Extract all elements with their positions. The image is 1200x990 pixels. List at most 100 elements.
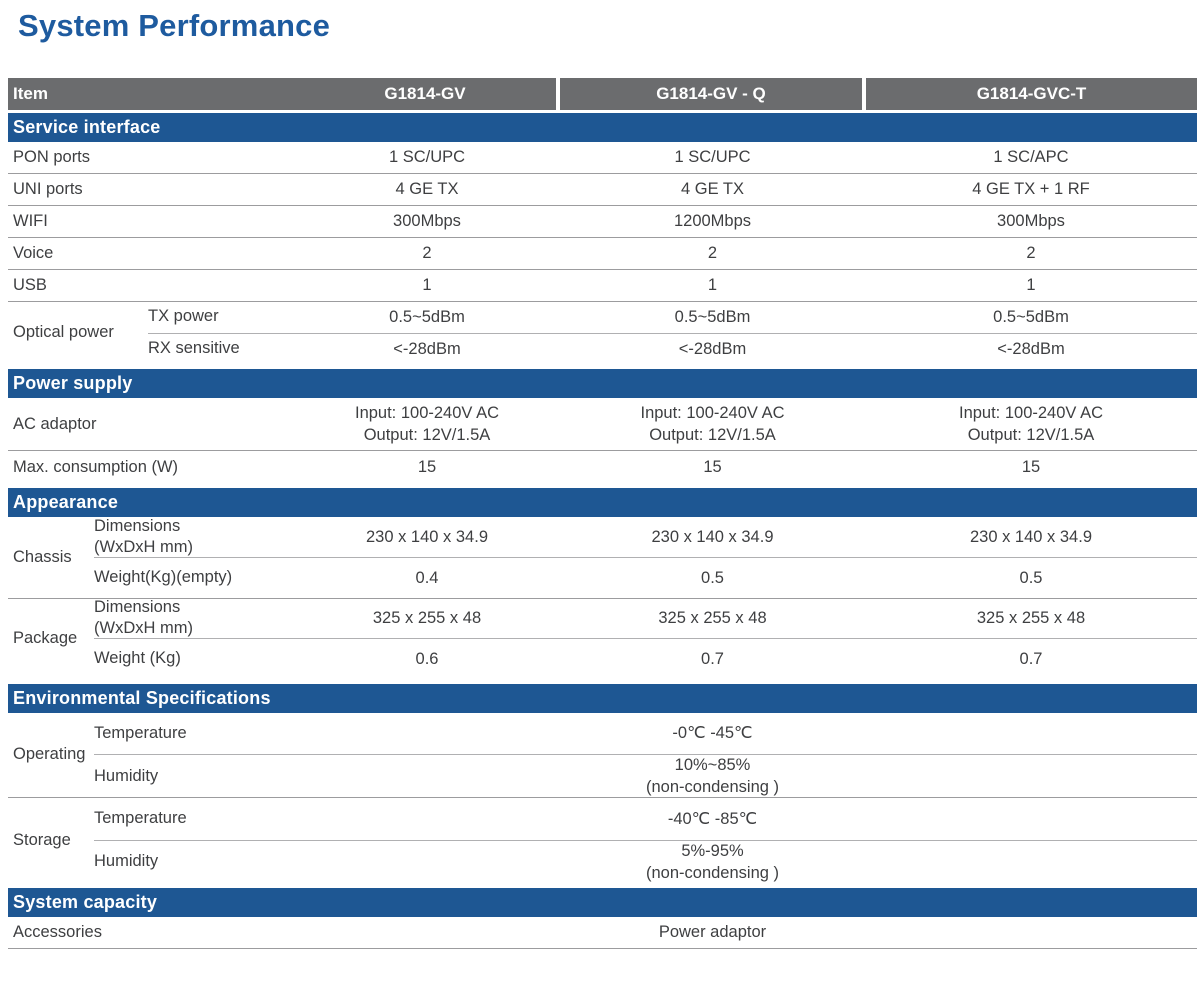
cell-value: 1 SC/UPC bbox=[674, 148, 751, 166]
section-header: Environmental Specifications bbox=[8, 683, 1197, 713]
cell-value: 0.5 bbox=[701, 568, 724, 587]
cell-spacer bbox=[865, 928, 1197, 936]
cell-spacer bbox=[865, 772, 1197, 780]
table-subrow: RX sensitive <-28dBm <-28dBm <-28dBm bbox=[148, 332, 1197, 364]
cell-value: 0.7 bbox=[701, 649, 724, 668]
cell-value: 4 GE TX bbox=[395, 180, 459, 198]
section-title: Appearance bbox=[13, 492, 119, 513]
table-subrow: Temperature -0℃ -45℃ bbox=[94, 713, 1197, 755]
row-label: UNI ports bbox=[13, 179, 83, 198]
section-header: System capacity bbox=[8, 887, 1197, 917]
cell-value: 325 x 255 x 48 bbox=[658, 609, 767, 628]
table-subrow: Weight(Kg)(empty) 0.4 0.5 0.5 bbox=[94, 557, 1197, 598]
cell-value: 300Mbps bbox=[393, 212, 461, 230]
cell-value: 0.4 bbox=[415, 568, 439, 587]
table-subrow: Weight (Kg) 0.6 0.7 0.7 bbox=[94, 638, 1197, 679]
header-cell-item-and-model1: Item G1814-GV bbox=[8, 77, 556, 110]
section-header: Power supply bbox=[8, 368, 1197, 398]
cell-value: Input: 100-240V AC Output: 12V/1.5A bbox=[354, 403, 500, 445]
cell-value: 230 x 140 x 34.9 bbox=[365, 528, 488, 547]
header-col-model-2: G1814-GV - Q bbox=[560, 77, 862, 110]
group-body: TX power 0.5~5dBm 0.5~5dBm 0.5~5dBm RX sensi… bbox=[148, 302, 1197, 364]
cell-value: 0.5~5dBm bbox=[389, 308, 465, 326]
cell-value: 2 bbox=[1026, 244, 1036, 262]
cell-value-span: 10%~85% (non-condensing ) bbox=[646, 756, 779, 797]
section-title: System capacity bbox=[13, 891, 158, 912]
cell-value: 15 bbox=[703, 458, 722, 477]
table-row: Accessories Power adaptor bbox=[8, 917, 1197, 949]
row-sublabel: Humidity bbox=[94, 852, 159, 871]
section-header: Service interface bbox=[8, 112, 1197, 142]
group-label: Storage bbox=[13, 831, 71, 850]
cell-value: <-28dBm bbox=[678, 339, 747, 358]
cell-value: 1 bbox=[422, 276, 432, 294]
header-col-model-1: G1814-GV bbox=[384, 83, 466, 103]
table-row: UNI ports 4 GE TX 4 GE TX 4 GE TX + 1 RF bbox=[8, 174, 1197, 206]
row-label: WIFI bbox=[13, 211, 48, 230]
cell-value-span: 5%-95% (non-condensing ) bbox=[646, 841, 779, 882]
cell-spacer bbox=[865, 815, 1197, 823]
group-body: Dimensions (WxDxH mm) 230 x 140 x 34.9 230… bbox=[94, 517, 1197, 597]
row-sublabel: Weight (Kg) bbox=[94, 649, 181, 668]
row-sublabel: RX sensitive bbox=[148, 339, 240, 358]
cell-spacer bbox=[294, 730, 560, 738]
cell-value: 1 bbox=[707, 276, 718, 294]
table-header-row: Item G1814-GV G1814-GV - Q G1814-GVC-T bbox=[8, 77, 1197, 110]
header-col-model-3: G1814-GVC-T bbox=[866, 77, 1197, 110]
row-label: Accessories bbox=[13, 922, 102, 941]
row-sublabel: Temperature bbox=[94, 809, 187, 828]
table-row: PON ports 1 SC/UPC 1 SC/UPC 1 SC/APC bbox=[8, 142, 1197, 174]
spec-table: Item G1814-GV G1814-GV - Q G1814-GVC-T S… bbox=[8, 77, 1197, 949]
cell-value: 1200Mbps bbox=[673, 212, 752, 230]
cell-spacer bbox=[294, 815, 560, 823]
cell-value: 15 bbox=[1021, 458, 1041, 477]
group-label: Optical power bbox=[13, 323, 114, 342]
cell-spacer bbox=[294, 858, 560, 866]
cell-value: 1 SC/UPC bbox=[388, 148, 466, 166]
cell-spacer bbox=[294, 928, 560, 936]
page-title: System Performance bbox=[18, 8, 331, 43]
table-row: USB 1 1 1 bbox=[8, 270, 1197, 302]
table-subrow: Humidity 10%~85% (non-condensing ) bbox=[94, 754, 1197, 797]
cell-value: 300Mbps bbox=[997, 212, 1065, 230]
section-header: Appearance bbox=[8, 488, 1197, 518]
table-subrow: Humidity 5%-95% (non-condensing ) bbox=[94, 840, 1197, 883]
cell-value: 0.7 bbox=[1019, 649, 1043, 668]
row-sublabel: Dimensions (WxDxH mm) bbox=[94, 516, 193, 557]
section-title: Environmental Specifications bbox=[13, 687, 271, 708]
group-body: Temperature -40℃ -85℃ Humidity 5%-95% (non-… bbox=[94, 798, 1197, 883]
cell-spacer bbox=[865, 730, 1197, 738]
table-subrow: TX power 0.5~5dBm 0.5~5dBm 0.5~5dBm bbox=[148, 302, 1197, 333]
cell-value: 230 x 140 x 34.9 bbox=[969, 528, 1092, 547]
table-group-row: Package Dimensions (WxDxH mm) 325 x 255 x … bbox=[8, 598, 1197, 679]
cell-value: 0.5 bbox=[1019, 568, 1043, 587]
cell-value-span: -40℃ -85℃ bbox=[667, 810, 758, 828]
row-sublabel: Humidity bbox=[94, 766, 159, 785]
cell-value: 230 x 140 x 34.9 bbox=[651, 528, 774, 547]
table-group-row: Storage Temperature -40℃ -85℃ Humidity 5%-95… bbox=[8, 798, 1197, 883]
row-label: USB bbox=[13, 275, 47, 294]
table-row: AC adaptor Input: 100-240V AC Output: 12V… bbox=[8, 398, 1197, 452]
row-sublabel: Dimensions (WxDxH mm) bbox=[94, 597, 193, 638]
cell-value: Input: 100-240V AC Output: 12V/1.5A bbox=[640, 403, 785, 445]
cell-value: 15 bbox=[417, 458, 437, 477]
table-subrow: Temperature -40℃ -85℃ bbox=[94, 798, 1197, 840]
table-subrow: Dimensions (WxDxH mm) 230 x 140 x 34.9 230… bbox=[94, 517, 1197, 557]
row-sublabel: TX power bbox=[148, 307, 219, 326]
cell-value: 1 SC/APC bbox=[993, 148, 1069, 166]
group-body: Dimensions (WxDxH mm) 325 x 255 x 48 325 x… bbox=[94, 598, 1197, 679]
cell-value: <-28dBm bbox=[997, 339, 1065, 358]
cell-value: 0.5~5dBm bbox=[993, 308, 1069, 326]
section-title: Service interface bbox=[13, 116, 161, 137]
group-body: Temperature -0℃ -45℃ Humidity 10%~85% (non-… bbox=[94, 713, 1197, 798]
table-body: Service interface PON ports 1 SC/UPC 1 SC/U… bbox=[8, 112, 1197, 949]
table-row: Max. consumption (W) 15 15 15 bbox=[8, 451, 1197, 483]
cell-value: 2 bbox=[707, 244, 718, 262]
cell-value: 325 x 255 x 48 bbox=[976, 609, 1086, 628]
header-item-label: Item bbox=[13, 83, 48, 103]
group-label: Operating bbox=[13, 745, 86, 764]
cell-value: 2 bbox=[422, 244, 432, 262]
row-label: Voice bbox=[13, 243, 54, 262]
table-subrow: Dimensions (WxDxH mm) 325 x 255 x 48 325 x… bbox=[94, 598, 1197, 639]
cell-spacer bbox=[294, 772, 560, 780]
